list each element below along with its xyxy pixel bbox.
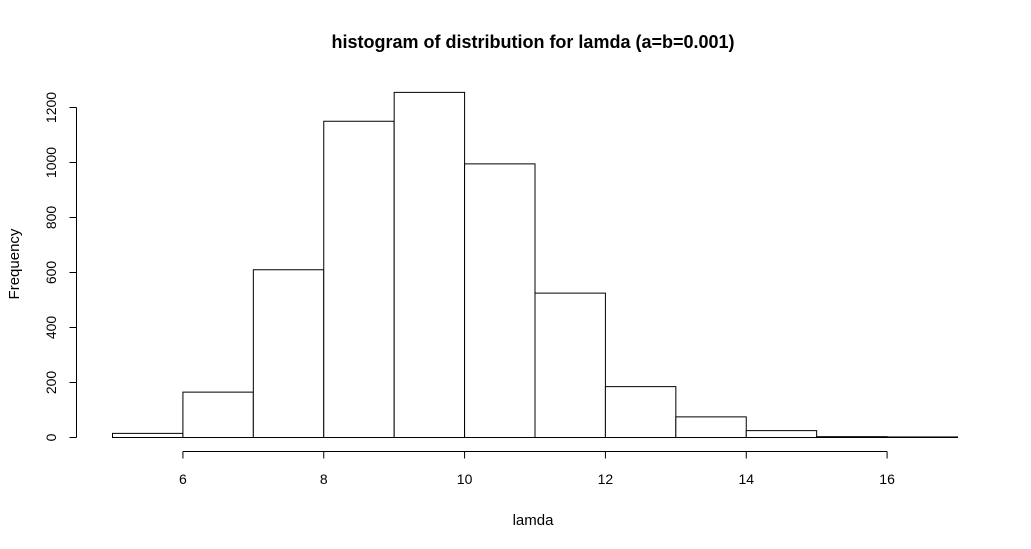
x-tick-label: 12 (598, 471, 614, 487)
histogram-bar-5 (393, 91, 466, 438)
y-tick-label: 0 (43, 433, 59, 441)
y-axis-label: Frequency (6, 228, 23, 299)
histogram-bar-7 (534, 292, 606, 438)
x-tick-label: 10 (457, 471, 473, 487)
y-tick-label: 1200 (43, 92, 59, 123)
y-tick-label: 1000 (43, 147, 59, 178)
y-axis: 0 200 400 600 800 1000 1200 (43, 92, 77, 441)
histogram-bar-12 (886, 436, 958, 439)
histogram-bar-3 (252, 269, 325, 438)
histogram-bar-11 (816, 436, 888, 438)
y-tick-label: 600 (43, 261, 59, 285)
histogram-bar-8 (604, 386, 677, 438)
x-tick-label: 8 (320, 471, 328, 487)
x-tick-label: 6 (179, 471, 187, 487)
y-tick-label: 200 (43, 371, 59, 395)
histogram-bar-6 (464, 163, 536, 438)
x-tick-label: 16 (879, 471, 895, 487)
chart-title: histogram of distribution for lamda (a=b… (331, 32, 734, 52)
x-axis: 6 8 10 12 14 16 (179, 451, 895, 487)
y-tick-label: 800 (43, 206, 59, 230)
histogram-bar-2 (182, 391, 254, 438)
y-tick-label: 400 (43, 316, 59, 340)
x-axis-label: lamda (513, 512, 555, 529)
histogram-bar-4 (323, 120, 395, 438)
histogram-bar-9 (675, 416, 747, 438)
x-tick-label: 14 (738, 471, 754, 487)
bars-group (112, 91, 958, 439)
histogram-bar-1 (112, 432, 184, 438)
histogram-bar-10 (745, 430, 818, 438)
